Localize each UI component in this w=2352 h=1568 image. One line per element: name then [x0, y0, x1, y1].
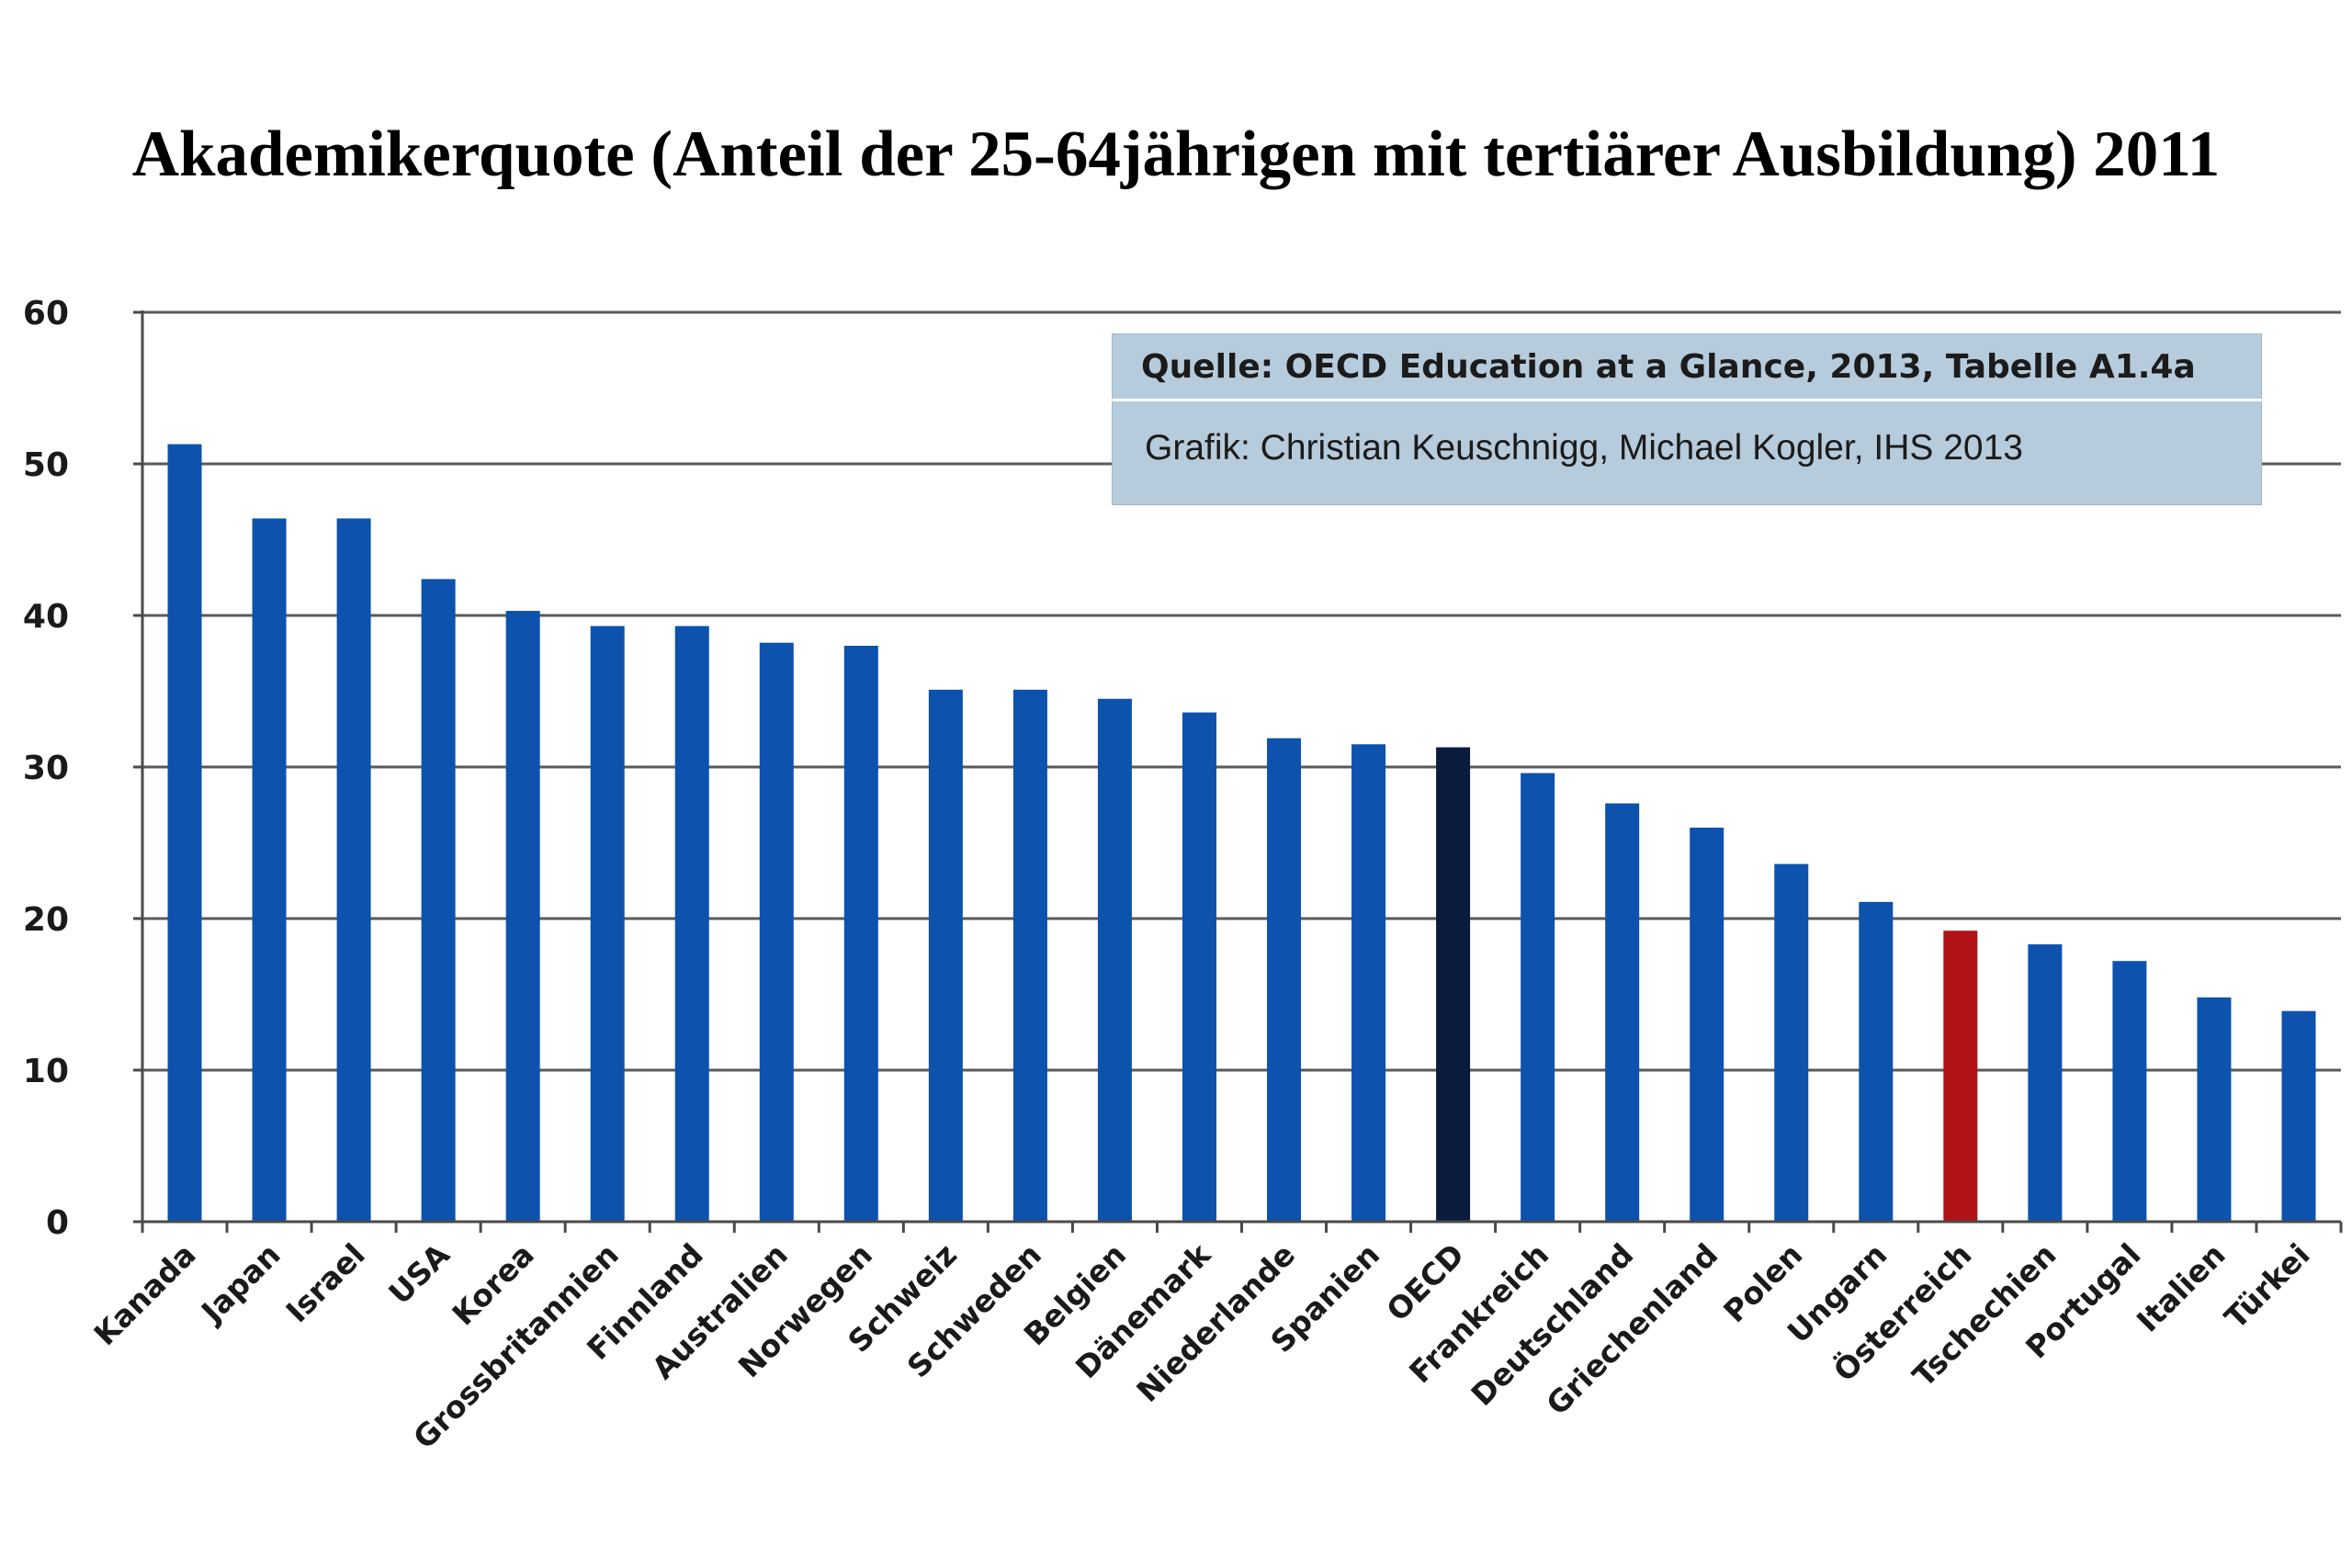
- bar-20: [1859, 901, 1894, 1222]
- bar-22: [2028, 944, 2063, 1222]
- x-label-24: Italien: [2130, 1236, 2233, 1339]
- y-tick-label-30: 30: [23, 750, 69, 787]
- source-annotation-box: Quelle: OECD Education at a Glance, 2013…: [1112, 333, 2262, 505]
- bar-2: [336, 518, 371, 1222]
- source-text: Quelle: OECD Education at a Glance, 2013…: [1112, 333, 2262, 401]
- y-axis-ticks: 0 10 20 30 40 50 60: [23, 295, 142, 1242]
- bar-19: [1774, 863, 1809, 1222]
- bar-25: [2281, 1010, 2316, 1222]
- bar-3: [421, 579, 456, 1222]
- bar-7: [759, 642, 794, 1222]
- chart-title: Akademikerquote (Anteil der 25-64jährige…: [131, 118, 2221, 190]
- bar-1: [252, 518, 287, 1222]
- bar-15: [1436, 747, 1471, 1222]
- y-tick-label-50: 50: [23, 446, 69, 484]
- bar-18: [1690, 828, 1724, 1222]
- x-label-3: USA: [381, 1236, 457, 1312]
- bar-4: [505, 611, 540, 1222]
- y-tick-label-40: 40: [23, 598, 69, 636]
- bar-21: [1943, 931, 1978, 1222]
- x-label-2: Israel: [279, 1236, 372, 1329]
- credit-text: Grafik: Christian Keuschnigg, Michael Ko…: [1145, 428, 2023, 468]
- bar-16: [1521, 773, 1555, 1222]
- bar-10: [1012, 689, 1047, 1222]
- bar-24: [2197, 997, 2232, 1222]
- bar-13: [1267, 738, 1302, 1222]
- bar-11: [1097, 698, 1132, 1222]
- y-tick-label-20: 20: [23, 901, 69, 939]
- bar-14: [1351, 744, 1386, 1222]
- bars: [167, 444, 2316, 1222]
- bar-12: [1182, 712, 1216, 1222]
- x-label-0: Kanada: [86, 1236, 202, 1352]
- y-tick-label-0: 0: [46, 1204, 69, 1242]
- x-label-1: Japan: [193, 1236, 287, 1330]
- bar-6: [674, 626, 709, 1222]
- y-tick-label-10: 10: [23, 1053, 69, 1090]
- bar-8: [843, 646, 878, 1222]
- bar-9: [928, 689, 963, 1222]
- axes: [133, 310, 2343, 1233]
- y-tick-label-60: 60: [23, 295, 69, 333]
- bar-23: [2112, 961, 2147, 1222]
- bar-0: [167, 444, 202, 1222]
- x-label-25: Türkei: [2218, 1236, 2317, 1336]
- bar-5: [590, 626, 625, 1222]
- bar-17: [1605, 803, 1640, 1222]
